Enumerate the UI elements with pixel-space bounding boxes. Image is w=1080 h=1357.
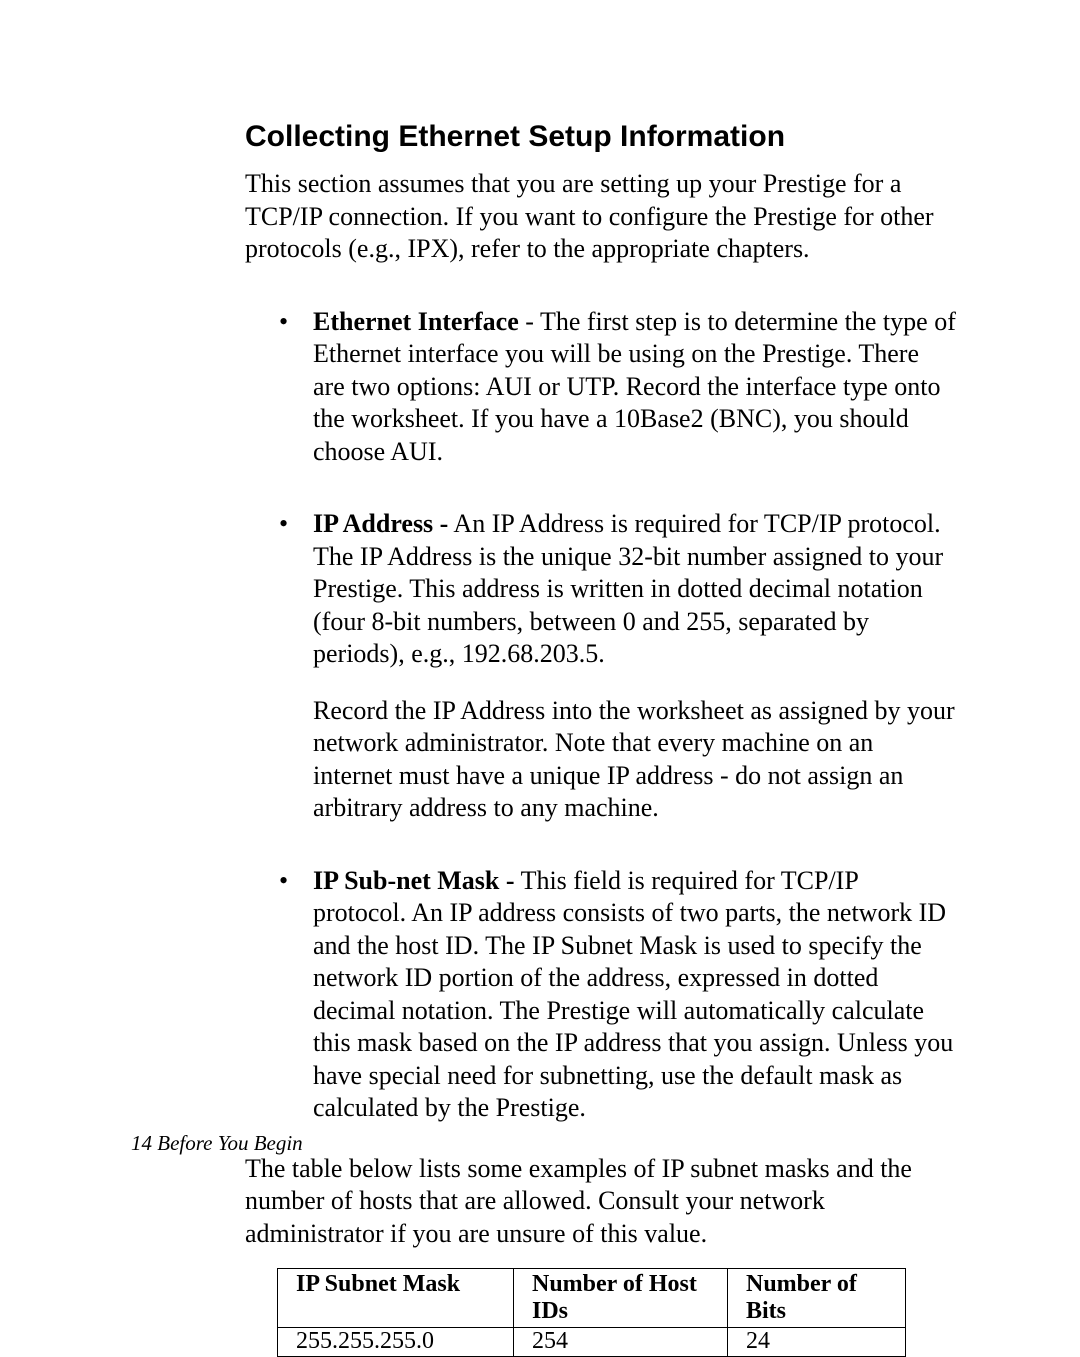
after-list-paragraph: The table below lists some examples of I… [245, 1153, 956, 1251]
section-title: Collecting Ethernet Setup Information [245, 120, 956, 154]
table-header-row: IP Subnet Mask Number of Host IDs Number… [278, 1269, 906, 1328]
bullet-text: This field is required for TCP/IP protoc… [313, 866, 953, 1123]
bullet-item-ip-subnet-mask: IP Sub-net Mask - This field is required… [279, 865, 956, 1125]
subnet-table: IP Subnet Mask Number of Host IDs Number… [277, 1268, 906, 1357]
bullet-label: IP Sub-net Mask - [313, 866, 515, 895]
intro-paragraph: This section assumes that you are settin… [245, 168, 956, 266]
table-header-bits: Number of Bits [728, 1269, 906, 1328]
bullet-sep: - [519, 307, 540, 336]
table-header-host-ids: Number of Host IDs [514, 1269, 728, 1328]
bullet-label: IP Address - [313, 509, 448, 538]
table-cell-host-ids: 254 [514, 1328, 728, 1357]
table-cell-bits: 24 [728, 1328, 906, 1357]
bullet-item-ip-address: IP Address - An IP Address is required f… [279, 508, 956, 825]
page-footer: 14 Before You Begin [131, 1131, 303, 1156]
table-header-subnet-mask: IP Subnet Mask [278, 1269, 514, 1328]
table-cell-subnet-mask: 255.255.255.0 [278, 1328, 514, 1357]
bullet-label: Ethernet Interface [313, 307, 519, 336]
bullet-list: Ethernet Interface - The first step is t… [245, 306, 956, 1125]
bullet-sub-paragraph: Record the IP Address into the worksheet… [313, 695, 956, 825]
bullet-item-ethernet-interface: Ethernet Interface - The first step is t… [279, 306, 956, 469]
table-row: 255.255.255.0 254 24 [278, 1328, 906, 1357]
